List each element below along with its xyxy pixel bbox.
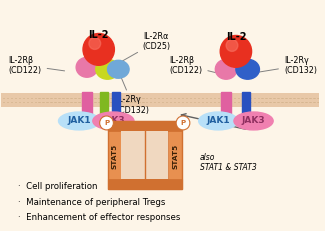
Ellipse shape [234,112,273,130]
Text: IL-2: IL-2 [226,31,246,42]
Circle shape [226,40,238,51]
Text: P: P [104,120,109,126]
Circle shape [89,37,101,49]
Bar [121,131,168,179]
Text: ·  Maintenance of peripheral Tregs: · Maintenance of peripheral Tregs [18,198,166,207]
Bar [108,121,182,131]
Ellipse shape [215,59,237,79]
Ellipse shape [93,112,134,130]
Text: JAK1: JAK1 [206,116,230,125]
Bar [108,179,182,188]
Bar [108,131,121,179]
Ellipse shape [58,112,100,130]
Ellipse shape [108,60,129,78]
Ellipse shape [199,112,238,130]
Text: IL-2: IL-2 [88,30,109,40]
Text: JAK3: JAK3 [102,116,125,125]
Text: STAT5: STAT5 [111,144,117,169]
Text: P: P [180,120,186,126]
Bar [112,92,120,122]
Circle shape [176,116,190,130]
Text: ·  Cell proliferation: · Cell proliferation [18,182,98,191]
Bar [108,121,182,188]
Text: JAK3: JAK3 [242,116,265,125]
Bar [100,92,108,122]
Text: ·  Enhancement of effector responses: · Enhancement of effector responses [18,213,181,222]
Circle shape [100,116,113,130]
Text: JAK1: JAK1 [67,116,91,125]
Bar [168,131,182,179]
Text: IL-2Rα
(CD25): IL-2Rα (CD25) [121,32,171,62]
Text: IL-2Rγ
(CD132): IL-2Rγ (CD132) [116,78,150,115]
Ellipse shape [236,59,259,79]
Ellipse shape [96,59,119,79]
Text: IL-2Rγ
(CD132): IL-2Rγ (CD132) [254,56,317,75]
Bar [221,92,231,122]
Circle shape [220,36,252,67]
Circle shape [83,33,114,65]
Text: IL-2Rβ
(CD122): IL-2Rβ (CD122) [169,56,215,75]
Ellipse shape [76,57,98,77]
Text: STAT5: STAT5 [172,144,178,169]
Bar [1,93,319,107]
Bar [82,92,92,125]
Text: IL-2Rβ
(CD122): IL-2Rβ (CD122) [8,56,65,75]
Text: also
STAT1 & STAT3: also STAT1 & STAT3 [200,153,256,172]
Bar [242,92,250,122]
